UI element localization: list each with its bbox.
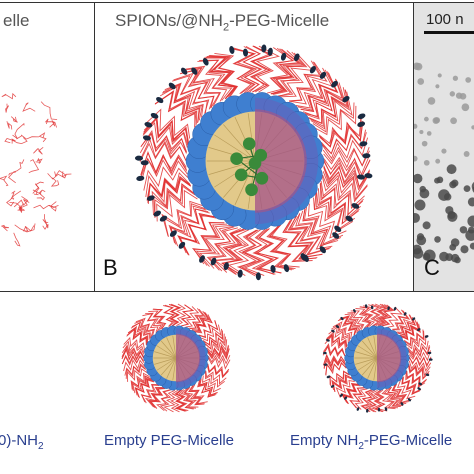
caption-empty-nh2-peg-micelle: Empty NH2-PEG-Micelle: [290, 432, 453, 452]
scale-bar-label: 100 n: [426, 11, 464, 28]
panel-c-tem-image: 100 n C: [413, 2, 474, 292]
spion-nh2-peg-micelle-illustration: [134, 44, 373, 281]
scale-bar: [424, 31, 474, 34]
panel-b-label: B: [103, 255, 118, 280]
panel-a-micelle-fragment: [0, 92, 72, 247]
panel-c-label: C: [424, 255, 440, 280]
panel-b-title: SPIONs/@NH2-PEG-Micelle: [115, 11, 330, 34]
tem-particles: [414, 62, 474, 264]
panel-b: SPIONs/@NH2-PEG-Micelle B: [94, 2, 414, 292]
panel-a: elle: [0, 2, 96, 292]
caption-left-fragment: 0)-NH2: [0, 432, 44, 452]
caption-empty-peg-micelle: Empty PEG-Micelle: [104, 432, 235, 449]
panel-a-title: elle: [3, 11, 30, 30]
